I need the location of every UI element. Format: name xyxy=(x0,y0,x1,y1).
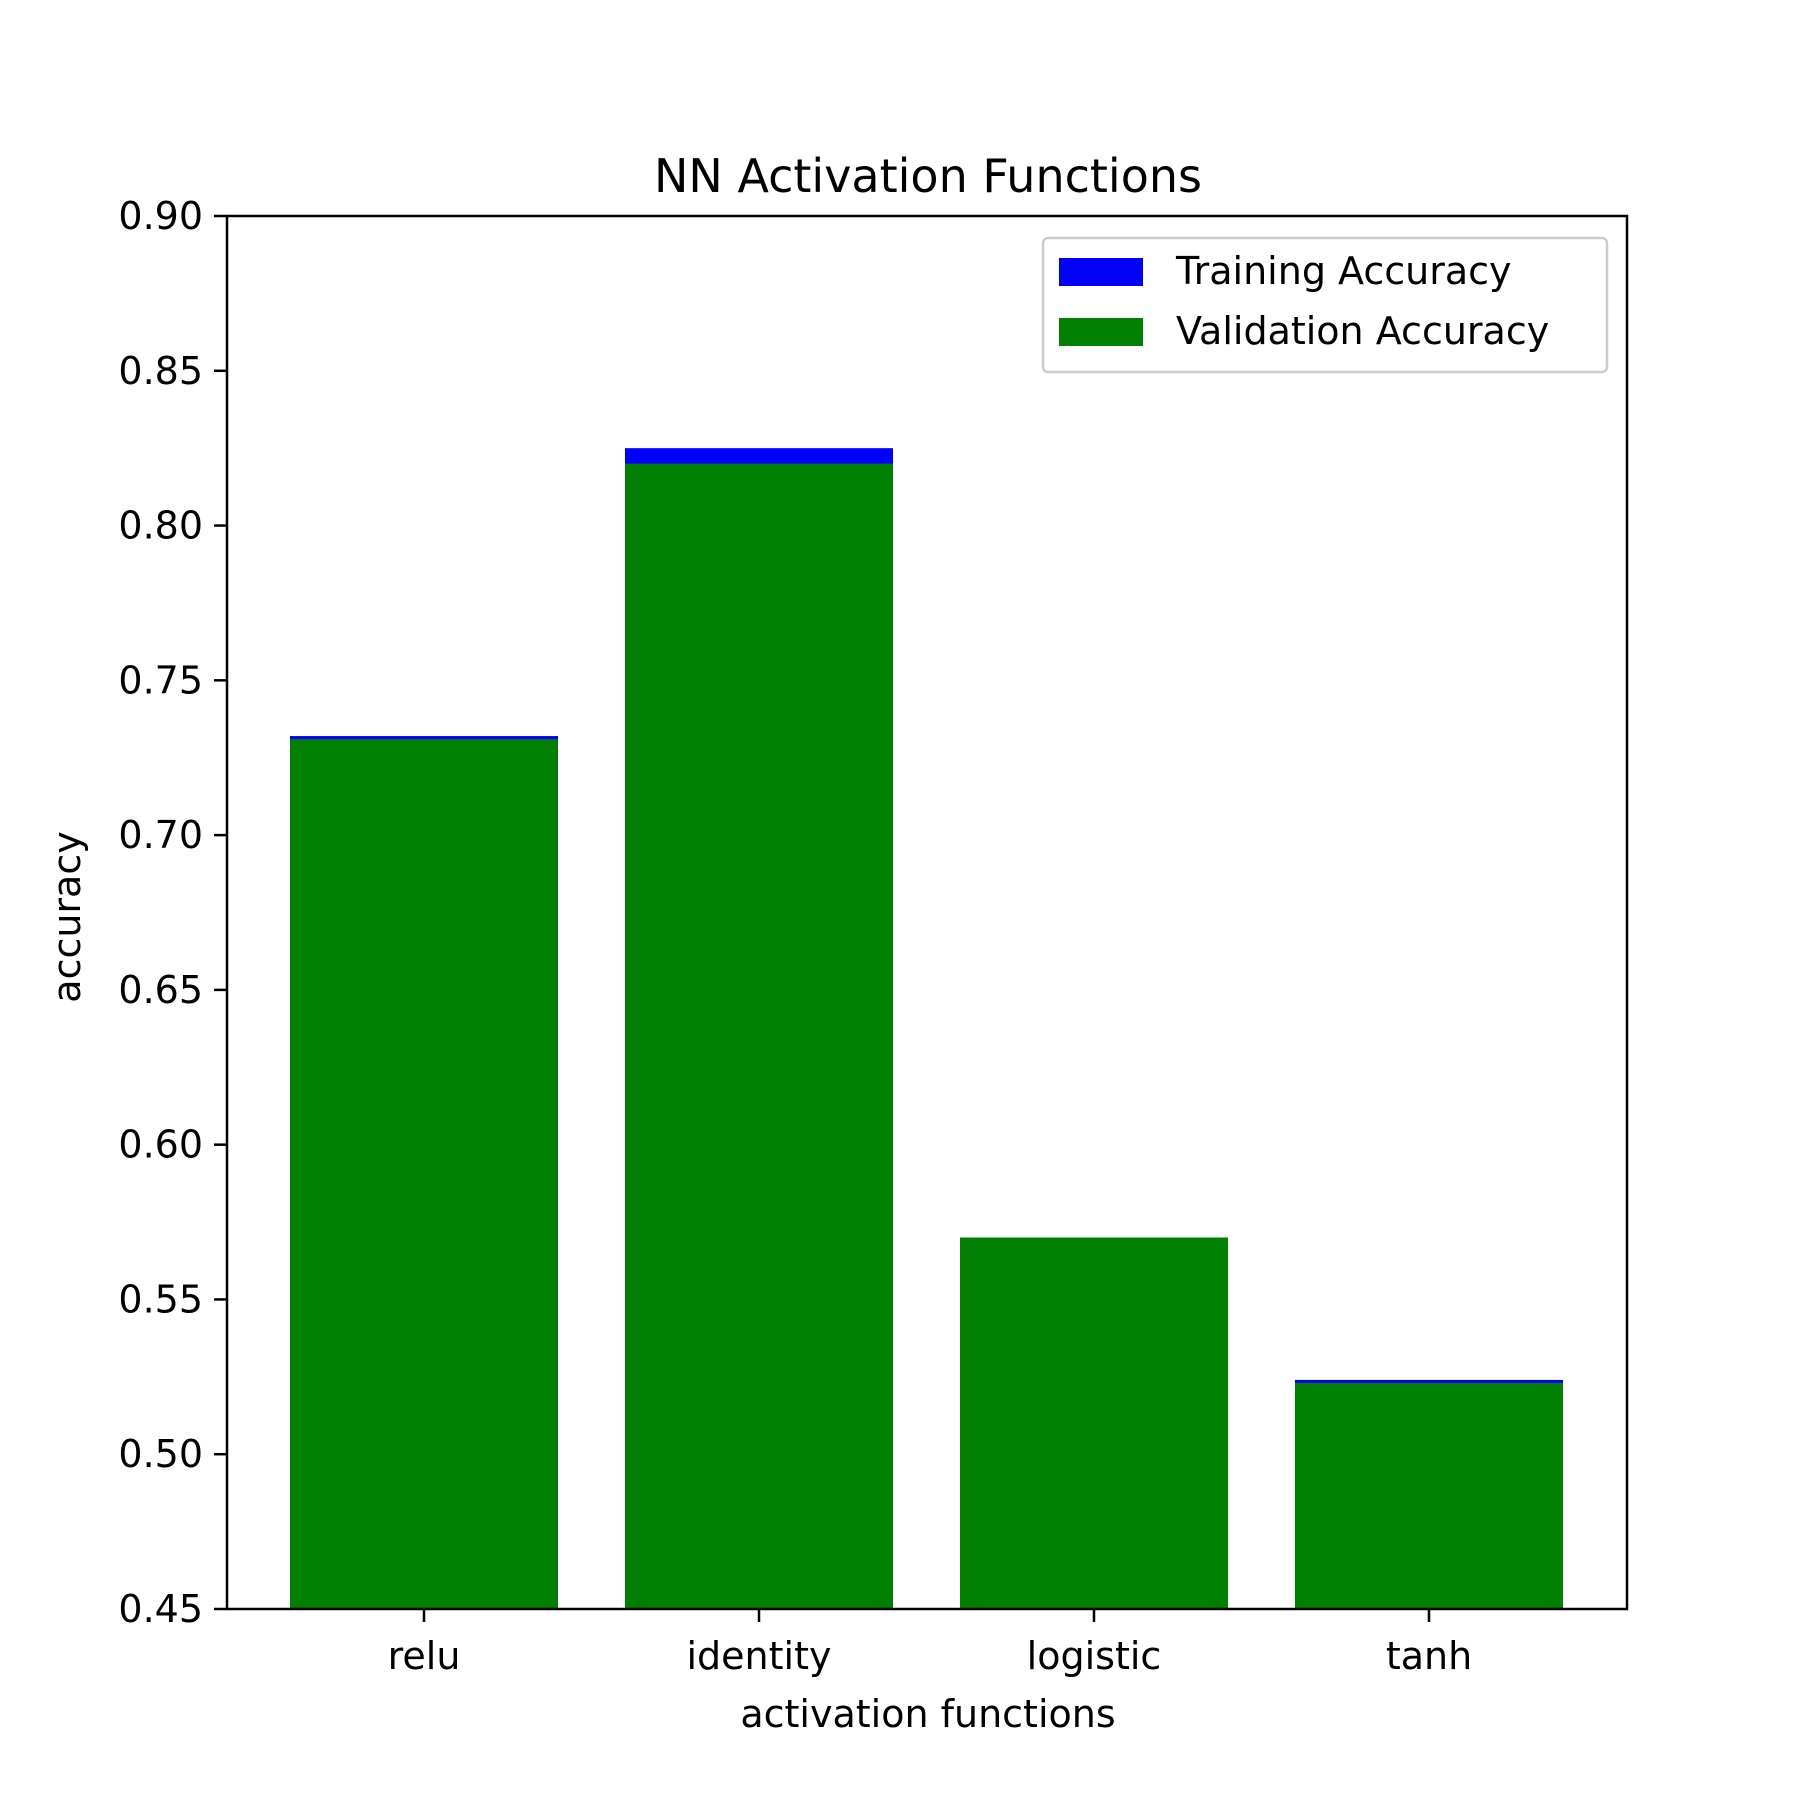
x-tick-label-relu: relu xyxy=(388,1634,461,1678)
legend-box xyxy=(1041,236,1609,374)
y-tick-label: 0.75 xyxy=(118,658,203,702)
legend-label-training-accuracy: Training Accuracy xyxy=(1175,249,1512,293)
y-tick-label: 0.60 xyxy=(118,1123,203,1167)
x-tick-label-logistic: logistic xyxy=(1027,1634,1162,1678)
legend-swatch-validation-accuracy xyxy=(1059,318,1143,346)
legend: Training Accuracy Validation Accuracy xyxy=(1041,236,1609,374)
bar-validation-accuracy-logistic xyxy=(960,1237,1228,1609)
y-tick-label: 0.80 xyxy=(118,504,203,548)
legend-label-validation-accuracy: Validation Accuracy xyxy=(1176,309,1549,353)
bar-validation-accuracy-identity xyxy=(625,463,893,1610)
bar-validation-accuracy-relu xyxy=(290,739,558,1609)
bar-validation-accuracy-tanh xyxy=(1295,1383,1563,1609)
y-axis-label: accuracy xyxy=(45,831,89,1002)
y-tick-label: 0.50 xyxy=(118,1432,203,1476)
x-axis-label: activation functions xyxy=(740,1692,1115,1736)
plot-frame xyxy=(225,214,1629,1611)
y-tick-label: 0.85 xyxy=(118,349,203,393)
axes-layer: 0.45 0.50 0.55 0.60 0.65 0.70 0.75 0.80 0.85 0.90… xyxy=(118,194,1629,1678)
chart-title: NN Activation Functions xyxy=(654,149,1202,203)
bars-layer xyxy=(290,448,1563,1610)
y-tick-label: 0.70 xyxy=(118,813,203,857)
y-tick-label: 0.45 xyxy=(118,1587,203,1631)
legend-swatch-training-accuracy xyxy=(1059,258,1143,286)
y-tick-label: 0.90 xyxy=(118,194,203,238)
x-tick-label-tanh: tanh xyxy=(1386,1634,1472,1678)
y-tick-label: 0.65 xyxy=(118,968,203,1012)
y-tick-label: 0.55 xyxy=(118,1277,203,1321)
x-tick-label-identity: identity xyxy=(687,1634,832,1678)
